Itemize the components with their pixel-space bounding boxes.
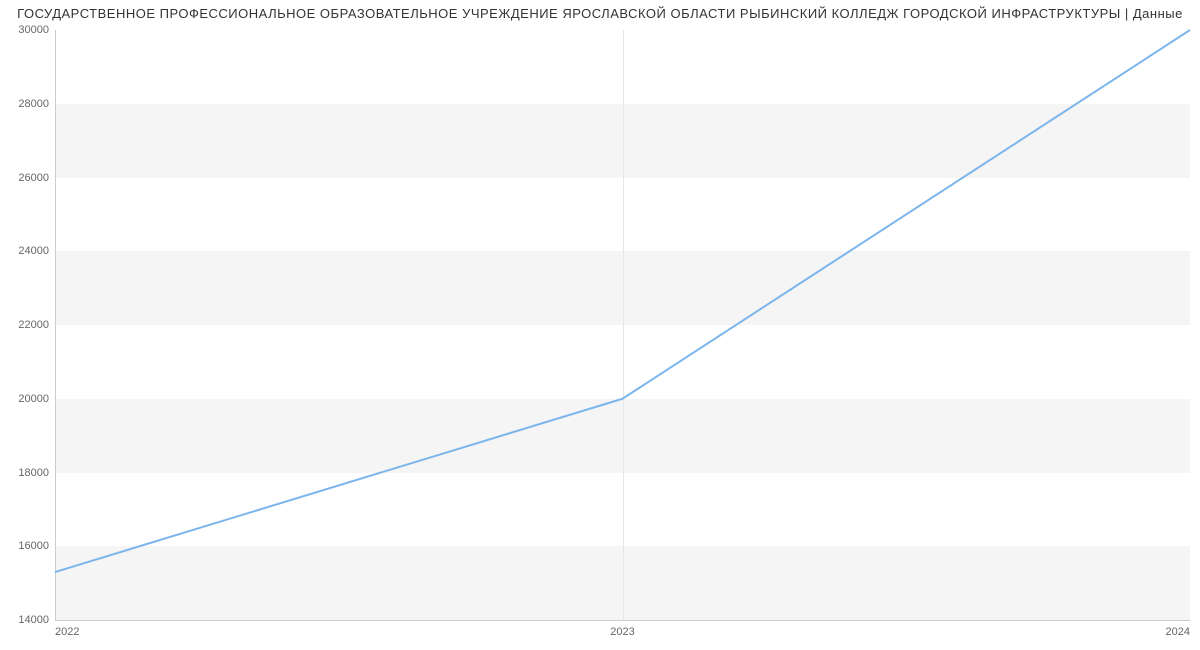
chart-title: ГОСУДАРСТВЕННОЕ ПРОФЕССИОНАЛЬНОЕ ОБРАЗОВ… xyxy=(0,6,1200,21)
line-layer xyxy=(55,30,1190,620)
x-tick-label: 2022 xyxy=(55,626,79,638)
y-tick-label: 30000 xyxy=(18,24,49,36)
series-line xyxy=(55,30,1190,572)
x-tick-label: 2023 xyxy=(610,626,634,638)
y-tick-label: 24000 xyxy=(18,245,49,257)
y-tick-label: 18000 xyxy=(18,467,49,479)
y-tick-label: 22000 xyxy=(18,319,49,331)
plot-area: 1400016000180002000022000240002600028000… xyxy=(55,30,1190,620)
y-tick-label: 26000 xyxy=(18,172,49,184)
y-tick-label: 28000 xyxy=(18,98,49,110)
y-tick-label: 20000 xyxy=(18,393,49,405)
x-tick-label: 2024 xyxy=(1166,626,1190,638)
y-tick-label: 14000 xyxy=(18,614,49,626)
x-axis-line xyxy=(55,620,1190,621)
y-tick-label: 16000 xyxy=(18,540,49,552)
